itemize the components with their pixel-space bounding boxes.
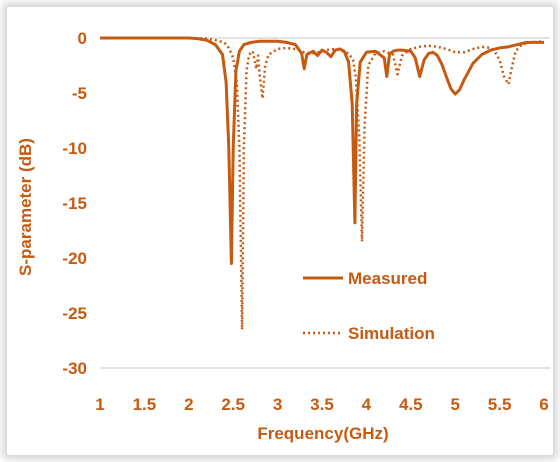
y-tick-labels: 0 -5 -10 -15 -20 -25 -30 bbox=[62, 29, 87, 378]
x-tick-label: 4.5 bbox=[399, 395, 423, 414]
x-tick-label: 6 bbox=[539, 395, 548, 414]
x-tick-label: 1.5 bbox=[133, 395, 157, 414]
x-tick-label: 1 bbox=[95, 395, 104, 414]
y-tick-label: -20 bbox=[62, 249, 87, 268]
y-tick-label: -10 bbox=[62, 139, 87, 158]
series-line-simulation bbox=[100, 36, 545, 331]
x-tick-label: 3.5 bbox=[310, 395, 334, 414]
x-tick-label: 4 bbox=[362, 395, 372, 414]
x-tick-label: 5.5 bbox=[488, 395, 512, 414]
series-layer bbox=[100, 36, 545, 331]
y-tick-label: -15 bbox=[62, 194, 87, 213]
y-axis-title: S-parameter (dB) bbox=[16, 138, 35, 276]
y-tick-label: -30 bbox=[62, 359, 87, 378]
y-tick-label: -5 bbox=[72, 84, 87, 103]
series-line-measured bbox=[100, 36, 544, 265]
legend: Measured Simulation bbox=[303, 269, 435, 343]
x-tick-label: 3 bbox=[273, 395, 282, 414]
axes bbox=[100, 37, 550, 369]
x-tick-label: 2 bbox=[184, 395, 193, 414]
x-tick-label: 2.5 bbox=[221, 395, 245, 414]
x-axis-title: Frequency(GHz) bbox=[257, 424, 388, 443]
legend-label-measured: Measured bbox=[348, 269, 427, 288]
x-tick-labels: 1 1.5 2 2.5 3 3.5 4 4.5 5 5.5 6 bbox=[95, 395, 548, 414]
chart-svg: 0 -5 -10 -15 -20 -25 -30 1 1.5 2 2.5 3 3.5 4 4.5 5 5.5 6… bbox=[16, 29, 550, 443]
y-tick-label: 0 bbox=[78, 29, 87, 48]
legend-label-simulation: Simulation bbox=[348, 324, 435, 343]
x-tick-label: 5 bbox=[450, 395, 459, 414]
y-tick-label: -25 bbox=[62, 304, 87, 323]
chart-frame: 0 -5 -10 -15 -20 -25 -30 1 1.5 2 2.5 3 3.5 4 4.5 5 5.5 6… bbox=[6, 6, 554, 456]
